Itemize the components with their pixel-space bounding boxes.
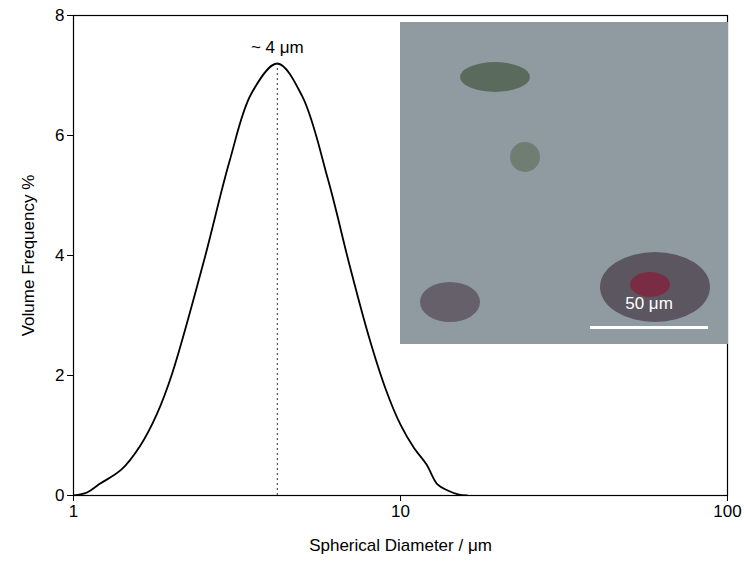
svg-text:8: 8: [55, 6, 64, 25]
svg-text:1: 1: [69, 502, 78, 521]
svg-text:6: 6: [55, 126, 64, 145]
svg-text:2: 2: [55, 366, 64, 385]
svg-text:Volume Frequency %: Volume Frequency %: [19, 175, 38, 337]
svg-text:10: 10: [391, 502, 410, 521]
svg-text:4: 4: [55, 246, 64, 265]
svg-text:0: 0: [55, 486, 64, 505]
svg-text:~ 4 μm: ~ 4 μm: [251, 38, 304, 57]
html-text:50 μm: 50 μm: [625, 294, 673, 313]
svg-text:100: 100: [713, 502, 741, 521]
svg-text:Spherical Diameter / μm: Spherical Diameter / μm: [309, 536, 492, 555]
